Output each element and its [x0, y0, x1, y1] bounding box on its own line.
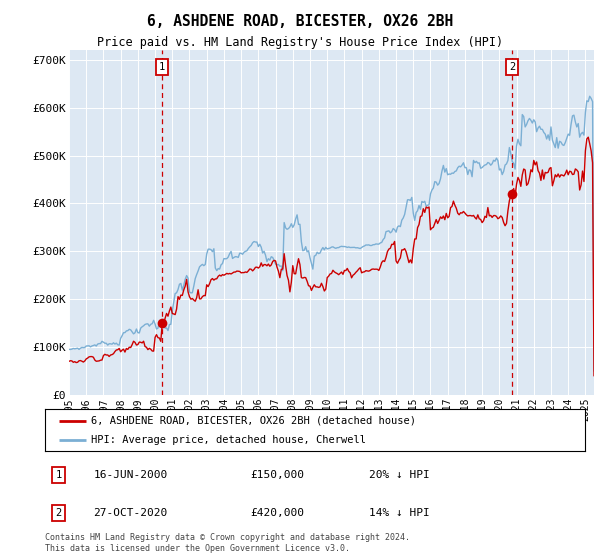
Text: 2: 2 — [55, 508, 62, 518]
Text: 1: 1 — [55, 470, 62, 480]
Text: Contains HM Land Registry data © Crown copyright and database right 2024.
This d: Contains HM Land Registry data © Crown c… — [45, 533, 410, 553]
Text: 2: 2 — [509, 62, 515, 72]
Text: £150,000: £150,000 — [250, 470, 304, 480]
Text: 20% ↓ HPI: 20% ↓ HPI — [369, 470, 430, 480]
Text: Price paid vs. HM Land Registry's House Price Index (HPI): Price paid vs. HM Land Registry's House … — [97, 36, 503, 49]
Text: 14% ↓ HPI: 14% ↓ HPI — [369, 508, 430, 518]
Text: 6, ASHDENE ROAD, BICESTER, OX26 2BH: 6, ASHDENE ROAD, BICESTER, OX26 2BH — [147, 14, 453, 29]
Text: £420,000: £420,000 — [250, 508, 304, 518]
Text: 6, ASHDENE ROAD, BICESTER, OX26 2BH (detached house): 6, ASHDENE ROAD, BICESTER, OX26 2BH (det… — [91, 416, 416, 426]
Text: 16-JUN-2000: 16-JUN-2000 — [94, 470, 168, 480]
Text: HPI: Average price, detached house, Cherwell: HPI: Average price, detached house, Cher… — [91, 435, 366, 445]
Text: 1: 1 — [159, 62, 166, 72]
Text: 27-OCT-2020: 27-OCT-2020 — [94, 508, 168, 518]
